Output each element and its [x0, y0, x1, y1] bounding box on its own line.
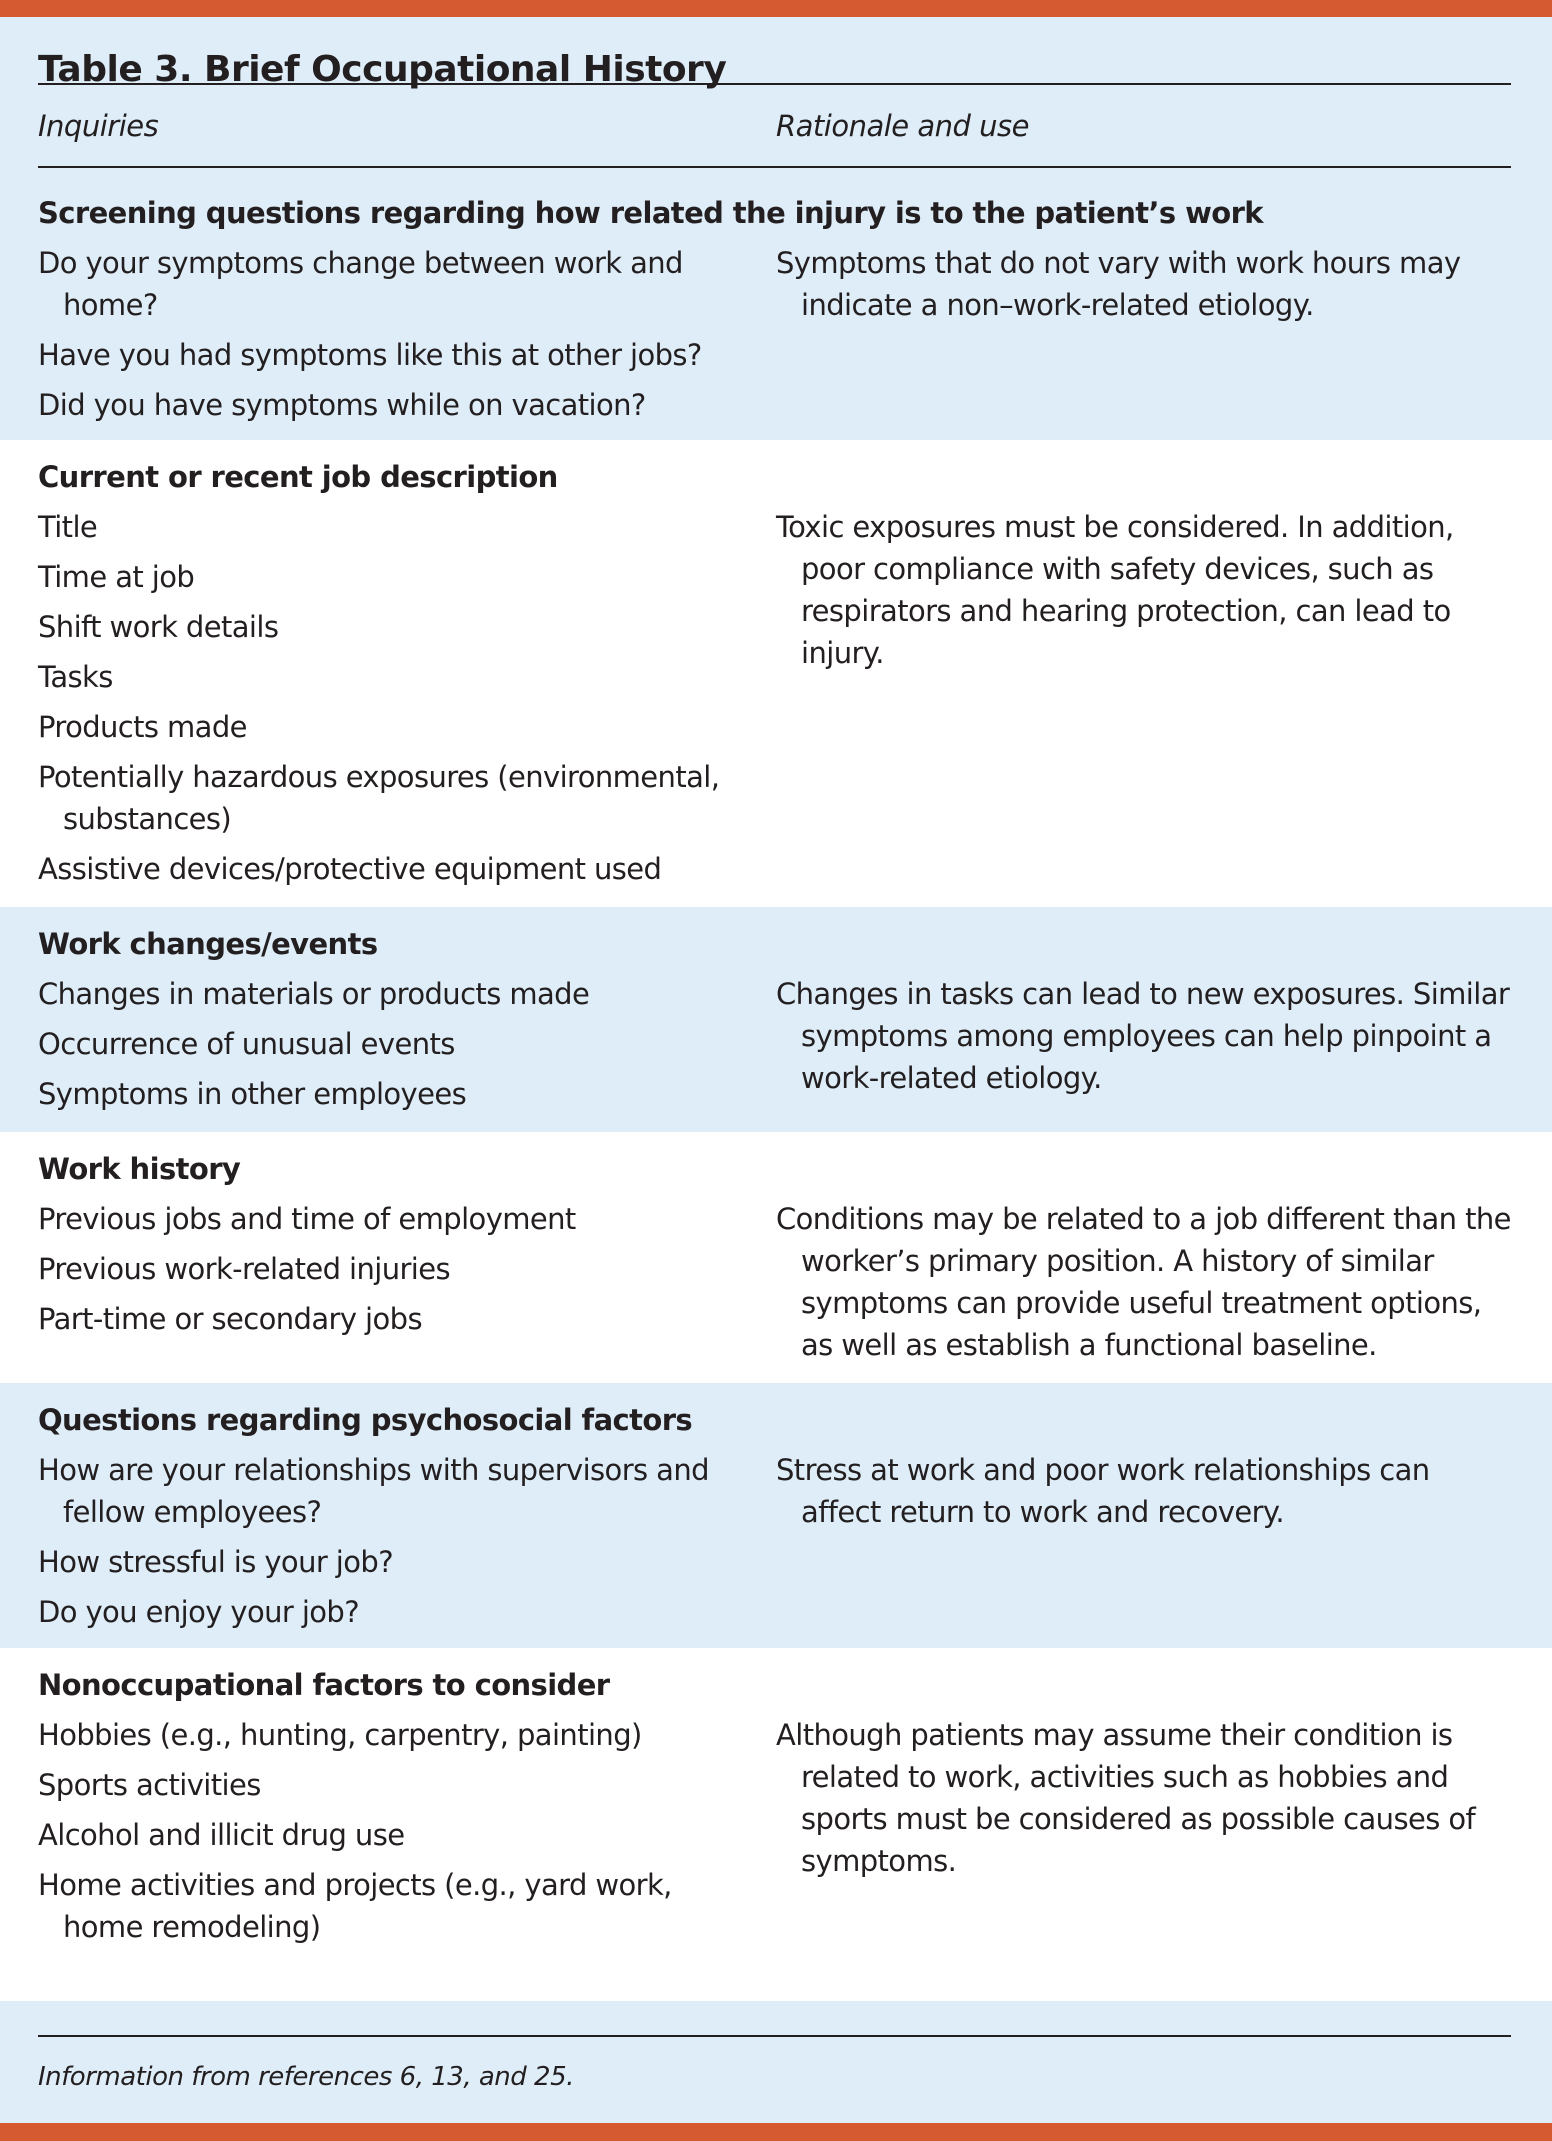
inquiry-item: Home activities and projects (e.g., yard… [38, 1868, 672, 1944]
column-header-rationale: Rationale and use [776, 108, 1029, 143]
rationale-text: Toxic exposures must be considered. In a… [776, 510, 1454, 670]
rationale-text: Although patients may assume their condi… [776, 1718, 1476, 1878]
inquiry-item: Time at job [38, 560, 195, 594]
footnote: Information from references 6, 13, and 2… [38, 2062, 574, 2092]
section-heading: Screening questions regarding how relate… [38, 196, 1264, 230]
inquiry-item: Shift work details [38, 610, 279, 644]
column-header-inquiries: Inquiries [38, 108, 159, 143]
table-title: Table 3. Brief Occupational History [38, 49, 727, 90]
table-section: Current or recent job description Title Ti… [0, 440, 1552, 907]
divider [38, 83, 1511, 85]
inquiry-item: Previous jobs and time of employment [38, 1202, 576, 1236]
inquiries-list: Previous jobs and time of employment Prev… [38, 1194, 776, 1366]
inquiry-item: Have you had symptoms like this at other… [38, 338, 702, 372]
divider [38, 2035, 1511, 2037]
inquiry-item: Sports activities [38, 1768, 261, 1802]
table-section: Work history Previous jobs and time of em… [0, 1132, 1552, 1383]
table-footer: Information from references 6, 13, and 2… [0, 2001, 1552, 2123]
inquiry-item: Assistive devices/protective equipment u… [38, 852, 662, 886]
section-heading: Questions regarding psychosocial factors [38, 1403, 693, 1437]
column-headers: Inquiries Rationale and use [38, 85, 1511, 166]
table-section: Questions regarding psychosocial factors… [0, 1383, 1552, 1648]
table-section: Work changes/events Changes in materials … [0, 907, 1552, 1132]
inquiry-item: Changes in materials or products made [38, 977, 590, 1011]
inquiries-list: Title Time at job Shift work details Tasks P… [38, 502, 776, 894]
inquiry-item: Part-time or secondary jobs [38, 1302, 423, 1336]
table-header: Table 3. Brief Occupational History Inqu… [0, 17, 1552, 440]
divider [38, 166, 1511, 168]
inquiry-item: Potentially hazardous exposures (environ… [38, 760, 720, 836]
rationale-text: Symptoms that do not vary with work hour… [776, 246, 1461, 322]
inquiry-item: Did you have symptoms while on vacation? [38, 388, 646, 422]
inquiry-item: How are your relationships with supervis… [38, 1453, 710, 1529]
inquiry-item: Occurrence of unusual events [38, 1027, 455, 1061]
inquiry-item: How stressful is your job? [38, 1545, 394, 1579]
inquiry-item: Alcohol and illicit drug use [38, 1818, 405, 1852]
section-row: Changes in materials or products made Occ… [38, 969, 1511, 1119]
inquiries-list: How are your relationships with supervis… [38, 1445, 776, 1637]
inquiry-item: Tasks [38, 660, 113, 694]
section-row: How are your relationships with supervis… [38, 1445, 1511, 1637]
rationale-text: Conditions may be related to a job diffe… [776, 1202, 1511, 1362]
rationale-text: Changes in tasks can lead to new exposur… [776, 977, 1510, 1095]
section-heading: Current or recent job description [38, 460, 558, 494]
inquiry-item: Symptoms in other employees [38, 1077, 467, 1111]
inquiry-item: Hobbies (e.g., hunting, carpentry, paint… [38, 1718, 642, 1752]
section-heading: Work changes/events [38, 927, 378, 961]
inquiry-item: Title [38, 510, 98, 544]
inquiry-item: Do your symptoms change between work and… [38, 246, 683, 322]
inquiry-item: Products made [38, 710, 248, 744]
inquiry-item: Previous work-related injuries [38, 1252, 451, 1286]
inquiries-list: Changes in materials or products made Occ… [38, 969, 776, 1119]
top-accent-bar [0, 0, 1552, 17]
inquiries-list: Do your symptoms change between work and… [38, 238, 776, 430]
section-row: Do your symptoms change between work and… [38, 238, 1511, 430]
inquiry-item: Do you enjoy your job? [38, 1595, 360, 1629]
inquiries-list: Hobbies (e.g., hunting, carpentry, paint… [38, 1710, 776, 1952]
section-heading: Nonoccupational factors to consider [38, 1668, 610, 1702]
table-section: Nonoccupational factors to consider Hobbi… [0, 1648, 1552, 1966]
bottom-accent-bar [0, 2123, 1552, 2141]
section-row: Title Time at job Shift work details Tasks P… [38, 502, 1511, 894]
section-row: Previous jobs and time of employment Prev… [38, 1194, 1511, 1366]
section-heading: Work history [38, 1152, 241, 1186]
section-row: Hobbies (e.g., hunting, carpentry, paint… [38, 1710, 1511, 1952]
table-section: Screening questions regarding how relate… [0, 168, 1552, 440]
rationale-text: Stress at work and poor work relationshi… [776, 1453, 1430, 1529]
